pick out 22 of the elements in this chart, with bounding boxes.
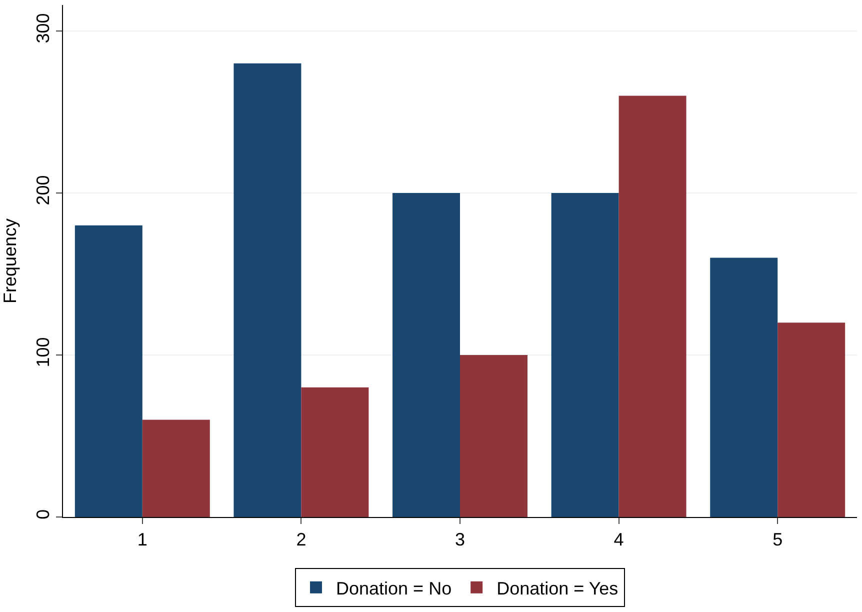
bar <box>710 258 778 517</box>
legend-label: Donation = Yes <box>496 578 618 598</box>
y-tick-label: 0 <box>32 509 53 520</box>
bar <box>74 225 142 517</box>
bar <box>234 63 302 517</box>
bar <box>618 96 686 517</box>
y-tick-label: 300 <box>32 13 53 44</box>
y-axis-title: Frequency <box>0 218 20 304</box>
y-tick-label: 100 <box>32 337 53 368</box>
x-tick-label: 4 <box>614 530 624 550</box>
bar <box>551 192 619 517</box>
x-tick-label: 5 <box>772 530 783 550</box>
bar <box>301 387 369 517</box>
bar <box>392 192 460 517</box>
x-tick-label: 1 <box>137 530 148 550</box>
bar <box>142 420 210 517</box>
bar <box>778 322 846 517</box>
y-tick-label: 200 <box>32 175 53 206</box>
x-tick-label: 2 <box>296 530 306 550</box>
x-tick-label: 3 <box>454 530 466 550</box>
legend-label: Donation = No <box>336 578 452 598</box>
bar <box>460 354 528 517</box>
